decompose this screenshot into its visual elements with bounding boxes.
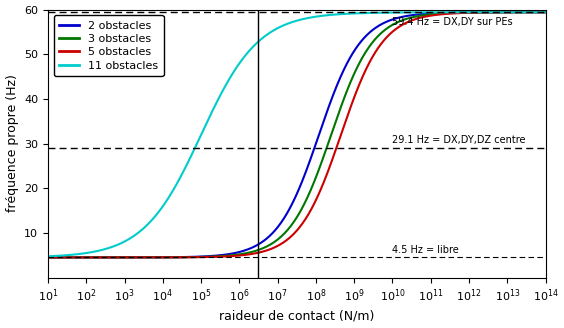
3 obstacles (479, 10, 486, 14)
5 obstacles (479, 10, 486, 14)
X-axis label: raideur de contact (N/m): raideur de contact (N/m) (219, 309, 374, 322)
3 obstacles (131, 256, 138, 259)
5 obstacles (131, 256, 138, 259)
2 obstacles (131, 256, 138, 259)
3 obstacles (257, 247, 264, 251)
2 obstacles (542, 10, 549, 14)
Line: 11 obstacles: 11 obstacles (48, 12, 545, 256)
11 obstacles (542, 10, 549, 14)
Text: 59.4 Hz = DX,DY sur PEs: 59.4 Hz = DX,DY sur PEs (393, 17, 513, 27)
Text: 4.5 Hz = libre: 4.5 Hz = libre (393, 245, 459, 255)
11 obstacles (45, 254, 51, 258)
11 obstacles (532, 10, 539, 14)
Line: 3 obstacles: 3 obstacles (48, 12, 545, 257)
Legend: 2 obstacles, 3 obstacles, 5 obstacles, 11 obstacles: 2 obstacles, 3 obstacles, 5 obstacles, 1… (54, 15, 164, 76)
11 obstacles (479, 10, 486, 14)
3 obstacles (102, 256, 108, 259)
3 obstacles (532, 10, 539, 14)
Y-axis label: fréquence propre (Hz): fréquence propre (Hz) (6, 75, 19, 213)
2 obstacles (45, 256, 51, 259)
Line: 2 obstacles: 2 obstacles (48, 12, 545, 257)
Text: 29.1 Hz = DX,DY,DZ centre: 29.1 Hz = DX,DY,DZ centre (393, 135, 526, 145)
5 obstacles (235, 254, 242, 257)
3 obstacles (235, 253, 242, 256)
2 obstacles (479, 10, 486, 14)
2 obstacles (532, 10, 539, 14)
2 obstacles (235, 250, 242, 254)
3 obstacles (45, 256, 51, 259)
11 obstacles (102, 247, 108, 251)
3 obstacles (542, 10, 549, 14)
5 obstacles (542, 10, 549, 14)
5 obstacles (532, 10, 539, 14)
11 obstacles (131, 234, 138, 238)
2 obstacles (257, 241, 264, 245)
5 obstacles (45, 256, 51, 259)
Line: 5 obstacles: 5 obstacles (48, 12, 545, 257)
11 obstacles (235, 62, 242, 66)
2 obstacles (102, 256, 108, 259)
11 obstacles (257, 38, 264, 42)
5 obstacles (257, 250, 264, 254)
5 obstacles (102, 256, 108, 259)
